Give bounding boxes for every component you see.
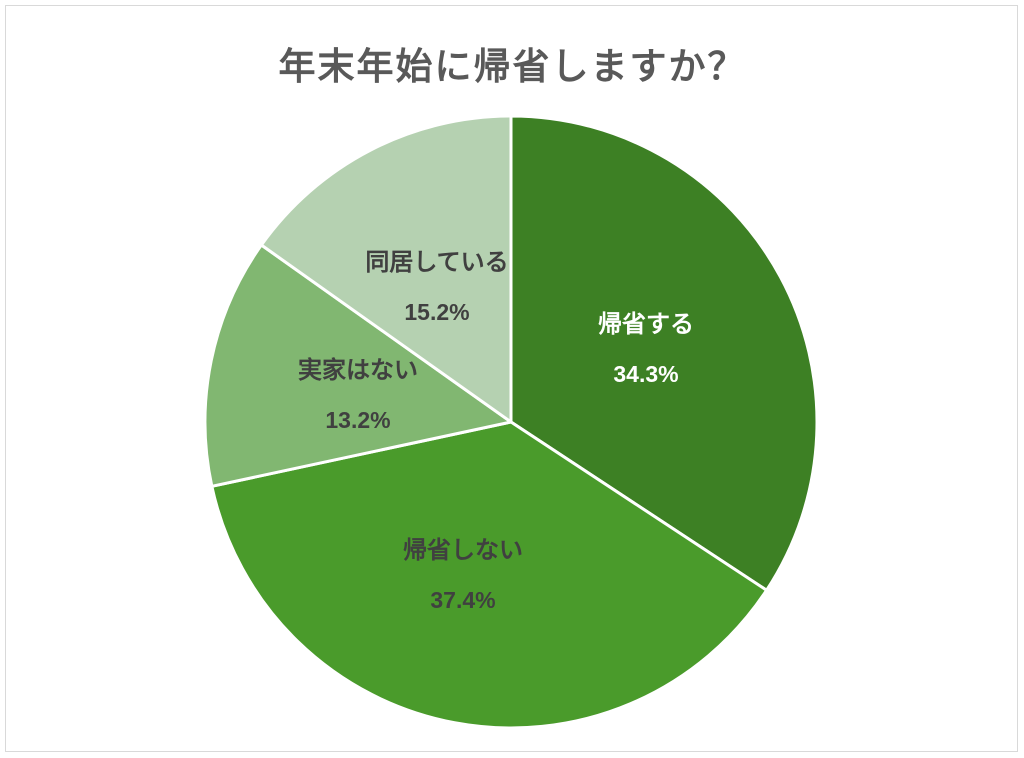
slice-no-family-home-value: 13.2%	[325, 407, 390, 433]
slice-not-return-label: 帰省しない	[403, 536, 523, 564]
slice-return-home-value: 34.3%	[613, 361, 678, 387]
slice-living-together	[259, 114, 513, 424]
chart-title: 年末年始に帰省しますか？	[278, 45, 747, 88]
slice-no-family-home	[203, 243, 513, 488]
slice-no-family-home-label: 実家はない	[298, 356, 418, 384]
slice-not-return-value: 37.4%	[430, 587, 495, 613]
slice-living-together-value: 15.2%	[404, 299, 469, 325]
slice-not-return	[210, 420, 769, 730]
slice-return-home-label: 帰省する	[598, 310, 694, 338]
slice-living-together-label: 同居している	[365, 248, 508, 276]
